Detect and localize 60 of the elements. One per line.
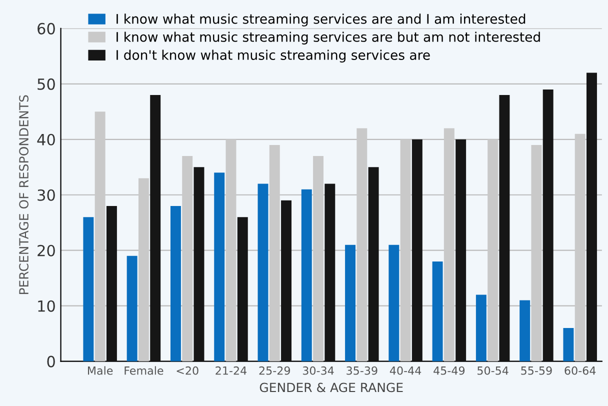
bar (476, 294, 486, 362)
bar (281, 200, 292, 362)
bar (586, 72, 597, 362)
x-tick-label: 40-44 (390, 366, 422, 375)
bar (150, 95, 161, 362)
bar (182, 156, 193, 362)
bar (170, 206, 181, 362)
x-axis-title: GENDER & AGE RANGE (260, 382, 403, 392)
legend-label: I don't know what music streaming services are (116, 50, 430, 63)
x-tick-label: 50-54 (478, 366, 508, 375)
bar (400, 139, 411, 362)
bar (94, 112, 106, 362)
bar (412, 139, 422, 362)
y-tick-label: 50 (38, 78, 55, 90)
bar (499, 95, 510, 362)
bar (237, 217, 248, 362)
bar (214, 172, 225, 362)
x-tick-label: Male (88, 366, 113, 375)
bar (106, 206, 117, 362)
bar (574, 134, 586, 362)
bar (126, 256, 138, 362)
y-tick-label: 60 (38, 22, 55, 34)
bar (542, 89, 554, 362)
y-tick-label: 20 (38, 244, 55, 256)
bar (138, 178, 149, 362)
y-tick-label: 0 (47, 356, 55, 368)
x-tick-label: Female (124, 366, 164, 375)
bar (444, 128, 454, 362)
bar (432, 261, 443, 362)
x-tick-label: 21-24 (216, 366, 247, 375)
bar (324, 184, 336, 362)
bar (368, 167, 379, 362)
y-tick-label: 30 (38, 189, 55, 201)
bar (488, 139, 498, 362)
bar (258, 184, 268, 362)
bar (301, 189, 312, 362)
bar (563, 328, 574, 362)
bar (194, 167, 204, 362)
bar (269, 144, 280, 362)
legend-label: I know what music streaming services are and I am interested (116, 14, 526, 26)
y-axis-title: PERCENTAGE OF RESPONDENTS (19, 95, 29, 294)
x-tick-label: 60-64 (564, 366, 596, 375)
bar (388, 244, 400, 362)
legend-label: I know what music streaming services are but am not interested (116, 32, 540, 44)
bar (83, 217, 94, 362)
x-tick-label: 55-59 (521, 366, 552, 375)
bar (456, 139, 466, 362)
bar (345, 244, 356, 362)
bar (313, 156, 324, 362)
bar (356, 128, 368, 362)
bar (226, 139, 236, 362)
y-tick-label: 10 (38, 300, 55, 312)
x-tick-label: 45-49 (434, 366, 465, 375)
bar (520, 300, 530, 362)
x-tick-label: 30-34 (302, 366, 334, 375)
x-tick-label: 25-29 (259, 366, 290, 375)
y-tick-label: 40 (37, 134, 55, 146)
bar (531, 144, 542, 362)
x-tick-label: <20 (176, 366, 198, 375)
x-tick-label: 35-39 (346, 366, 378, 375)
